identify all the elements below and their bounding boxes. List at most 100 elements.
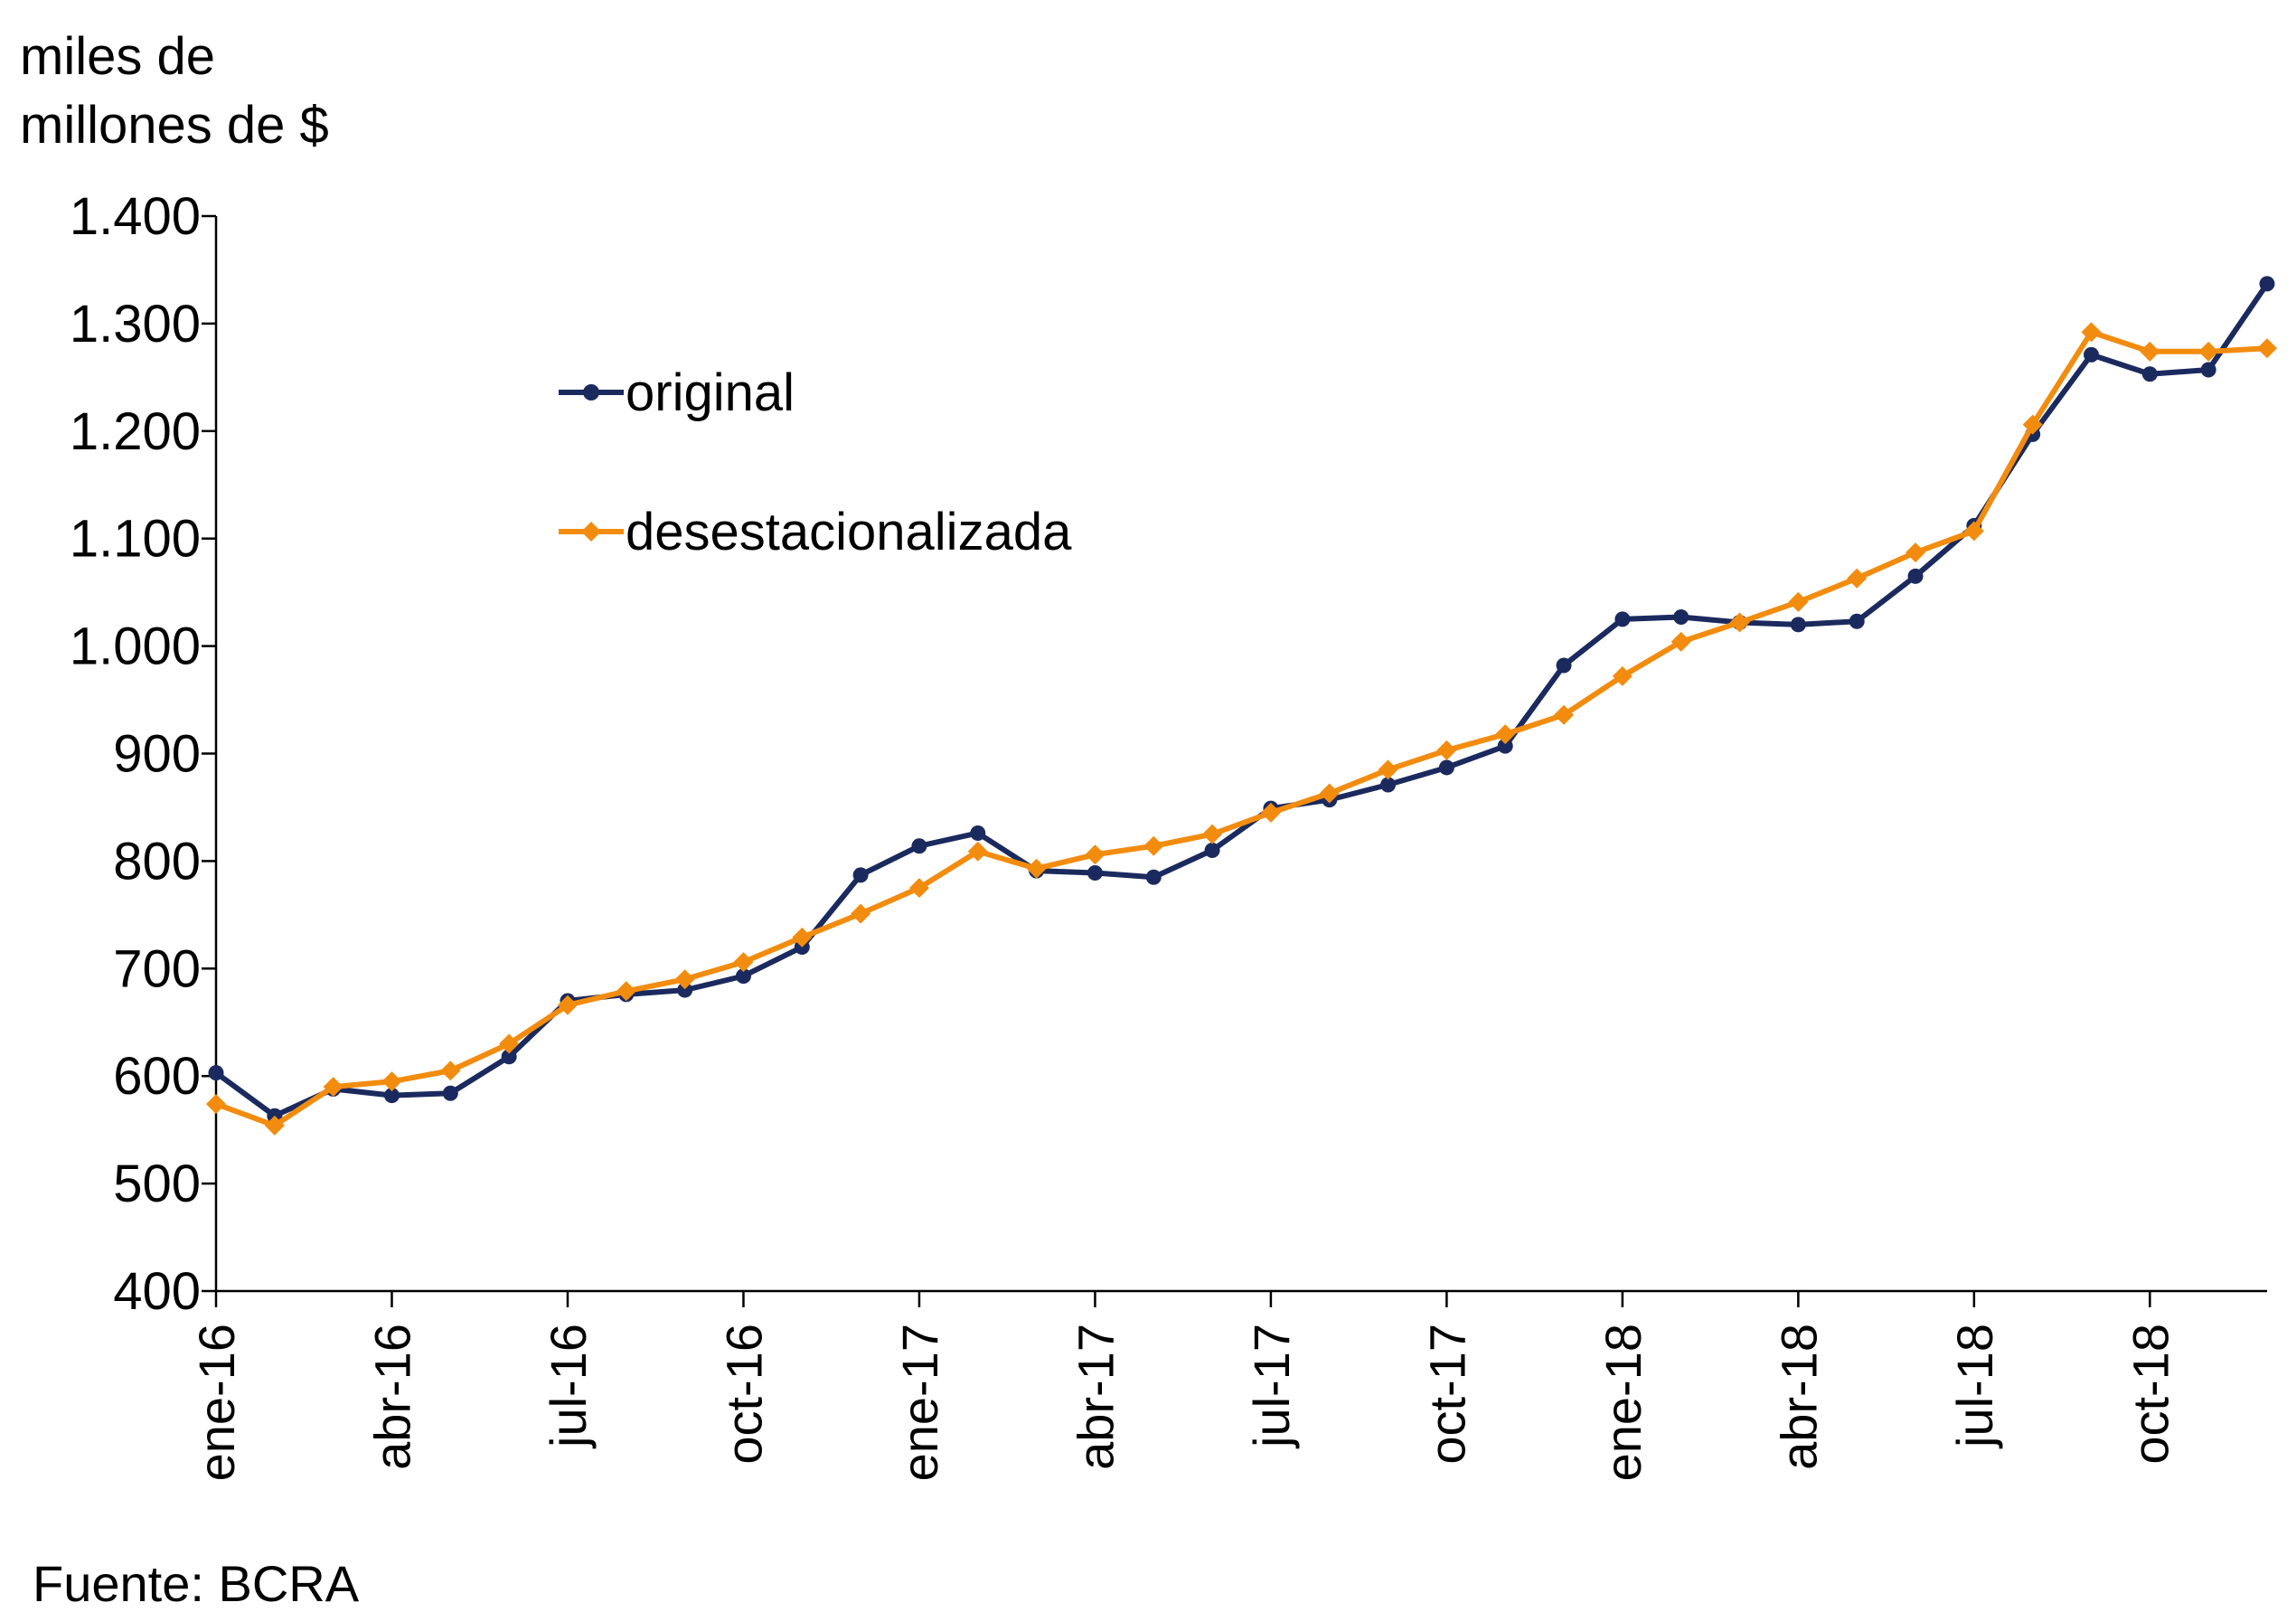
- data-point-desestacionalizada: [1847, 568, 1868, 589]
- series-line-original: [214, 282, 2270, 1119]
- data-point-desestacionalizada: [1026, 858, 1047, 879]
- data-point-desestacionalizada: [1729, 612, 1750, 633]
- series-original: [208, 276, 2275, 1124]
- x-axis: ene-16 abr-16 jul-16 oct-16 ene-17 abr-17 jul-…: [188, 1289, 2267, 1481]
- data-point-desestacionalizada: [2022, 414, 2043, 435]
- legend: original desestacionalizada: [559, 363, 1072, 561]
- series-desestacionalizada: [206, 322, 2277, 1136]
- data-point-original: [1614, 611, 1631, 627]
- data-point-original: [442, 1085, 458, 1101]
- data-point-desestacionalizada: [908, 878, 929, 899]
- x-tick-label: oct-18: [2122, 1324, 2178, 1465]
- data-point-desestacionalizada: [381, 1071, 402, 1092]
- y-tick-label: 1.300: [70, 295, 201, 354]
- x-tick-label: abr-17: [1067, 1324, 1124, 1470]
- data-point-original: [911, 838, 927, 854]
- x-tick-label: ene-17: [891, 1324, 948, 1481]
- data-point-original: [970, 825, 986, 841]
- data-point-desestacionalizada: [1436, 740, 1457, 760]
- data-point-original: [208, 1065, 224, 1081]
- data-point-desestacionalizada: [264, 1115, 285, 1136]
- data-point-desestacionalizada: [792, 927, 813, 947]
- data-point-desestacionalizada: [851, 903, 871, 924]
- data-point-desestacionalizada: [1612, 665, 1633, 686]
- x-tick-label: ene-18: [1595, 1324, 1651, 1481]
- data-point-original: [735, 968, 751, 985]
- series-layer: [206, 276, 2277, 1136]
- y-tick-label: 1.000: [70, 617, 201, 676]
- legend-original-marker: [583, 384, 599, 401]
- data-point-desestacionalizada: [1788, 591, 1809, 612]
- data-point-desestacionalizada: [1143, 835, 1164, 856]
- y-tick-label: 1.200: [70, 402, 201, 461]
- data-point-desestacionalizada: [206, 1094, 226, 1115]
- data-point-original: [2200, 362, 2216, 378]
- data-point-desestacionalizada: [1554, 704, 1575, 725]
- data-point-desestacionalizada: [557, 995, 578, 1015]
- data-point-desestacionalizada: [1670, 631, 1691, 652]
- x-tick-label: abr-18: [1770, 1324, 1827, 1470]
- y-axis: 400 500 600 700 800 900 1.000 1.100 1.200 1.300 1.…: [70, 187, 218, 1321]
- data-point-original: [1497, 738, 1513, 754]
- data-point-desestacionalizada: [1378, 759, 1398, 780]
- x-tick-label: ene-16: [188, 1324, 245, 1481]
- data-point-original: [1790, 617, 1806, 633]
- data-point-desestacionalizada: [674, 969, 695, 990]
- data-point-original: [1380, 777, 1397, 793]
- data-point-desestacionalizada: [1495, 724, 1516, 745]
- data-point-original: [2141, 366, 2158, 382]
- data-point-original: [1438, 759, 1454, 776]
- x-tick-label: oct-17: [1418, 1324, 1475, 1465]
- x-tick-label: jul-16: [540, 1324, 597, 1449]
- data-point-desestacionalizada: [323, 1077, 343, 1098]
- legend-desestacionalizada-label: desestacionalizada: [626, 503, 1072, 561]
- y-tick-label: 500: [113, 1155, 201, 1213]
- data-point-desestacionalizada: [440, 1061, 461, 1081]
- legend-desestacionalizada-marker: [581, 522, 601, 542]
- data-point-desestacionalizada: [1905, 542, 1926, 563]
- data-point-desestacionalizada: [1202, 824, 1223, 844]
- x-tick-label: jul-18: [1946, 1324, 2003, 1449]
- y-tick-label: 800: [113, 832, 201, 891]
- data-point-original: [1907, 568, 1924, 584]
- source-note: Fuente: BCRA: [33, 1555, 360, 1612]
- data-point-desestacionalizada: [2198, 341, 2219, 362]
- data-point-desestacionalizada: [2081, 322, 2102, 343]
- data-point-desestacionalizada: [733, 952, 754, 973]
- data-point-desestacionalizada: [499, 1033, 520, 1054]
- data-point-original: [2084, 346, 2100, 363]
- data-point-original: [383, 1088, 400, 1104]
- y-tick-label: 1.100: [70, 510, 201, 569]
- data-point-original: [677, 982, 693, 998]
- legend-original-label: original: [626, 363, 795, 422]
- unit-label-line2: millones de $: [20, 96, 329, 155]
- unit-label-line1: miles de: [20, 27, 215, 86]
- data-point-desestacionalizada: [1963, 521, 1984, 542]
- data-point-desestacionalizada: [1319, 783, 1340, 804]
- y-tick-label: 1.400: [70, 187, 201, 246]
- data-point-desestacionalizada: [1085, 844, 1106, 865]
- data-point-desestacionalizada: [967, 841, 988, 862]
- series-line-desestacionalizada: [214, 329, 2268, 1128]
- data-point-original: [852, 867, 869, 883]
- x-tick-label: abr-16: [363, 1324, 420, 1470]
- y-tick-label: 900: [113, 725, 201, 784]
- data-point-original: [1673, 608, 1689, 625]
- y-tick-label: 600: [113, 1047, 201, 1106]
- data-point-original: [2259, 276, 2275, 292]
- x-tick-label: jul-17: [1243, 1324, 1300, 1449]
- data-point-original: [1204, 843, 1220, 859]
- data-point-desestacionalizada: [616, 981, 636, 1002]
- data-point-original: [1556, 657, 1572, 674]
- data-point-original: [1145, 869, 1162, 885]
- data-point-desestacionalizada: [2257, 338, 2277, 359]
- data-point-original: [1087, 864, 1103, 881]
- data-point-desestacionalizada: [2140, 341, 2160, 362]
- x-tick-label: oct-16: [715, 1324, 772, 1465]
- data-point-desestacionalizada: [1260, 802, 1281, 823]
- data-point-original: [1849, 613, 1865, 629]
- y-tick-label: 400: [113, 1262, 201, 1321]
- data-point-original: [501, 1049, 517, 1065]
- y-tick-label: 700: [113, 939, 201, 998]
